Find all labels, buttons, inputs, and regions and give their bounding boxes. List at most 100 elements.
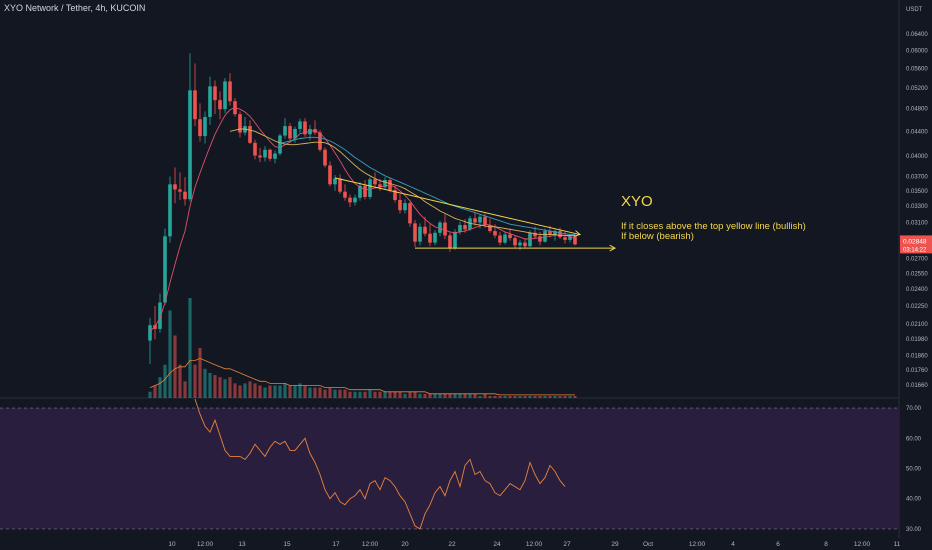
candle-body (498, 235, 502, 243)
volume-bar (243, 383, 247, 398)
volume-bar (333, 389, 337, 398)
time-tick-label: 22 (448, 541, 456, 548)
volume-bar (568, 395, 572, 398)
time-tick-label: Oct (643, 541, 653, 548)
volume-ma-line (149, 357, 575, 396)
price-tick-label: 0.04400 (906, 129, 928, 135)
candle-body (333, 178, 337, 185)
candle-body (213, 86, 217, 101)
price-tick-label: 0.06000 (906, 49, 928, 55)
price-tick-label: 0.02100 (906, 322, 928, 328)
volume-bar (368, 389, 372, 398)
price-tick-label: 0.01660 (906, 383, 928, 389)
candle-body (383, 179, 387, 188)
volume-bar (453, 393, 457, 398)
volume-bar (418, 393, 422, 398)
candle-body (443, 222, 447, 236)
volume-bar (228, 377, 232, 398)
volume-bar (353, 391, 357, 398)
volume-bar (563, 395, 567, 398)
annotation-title: XYO (621, 193, 653, 210)
candle-body (513, 238, 517, 246)
volume-bar (483, 393, 487, 398)
time-tick-label: 12:00 (526, 541, 543, 548)
price-tick-label: 0.05600 (906, 67, 928, 73)
time-tick-label: 12:00 (689, 541, 706, 548)
candle-body (538, 236, 542, 242)
volume-bar (533, 395, 537, 398)
candle-body (503, 234, 507, 243)
volume-bar (308, 387, 312, 398)
last-price-tag: 0.02848 03:14:22 (900, 235, 932, 254)
candle-body (303, 121, 307, 135)
volume-bar (223, 379, 227, 398)
time-tick-label: 12:00 (362, 541, 379, 548)
candle-body (573, 236, 577, 245)
candle-body (203, 116, 207, 137)
volume-bar (283, 383, 287, 398)
rsi-tick-label: 50.00 (906, 467, 922, 473)
price-axis[interactable]: 0.06400 0.06000 0.05600 0.05200 0.04800 0.044… (906, 32, 928, 389)
volume-bar (323, 389, 327, 398)
candle-body (558, 231, 562, 238)
price-tick-label: 0.03700 (906, 174, 928, 180)
annotation-bullish-note: If it closes above the top yellow line (… (621, 221, 806, 232)
candle-body (278, 135, 282, 154)
candle-body (508, 234, 512, 239)
candle-body (193, 90, 197, 120)
top-trendline (334, 177, 581, 236)
volume-bar (248, 381, 252, 398)
rsi-tick-label: 70.00 (906, 406, 922, 412)
volume-bar (508, 395, 512, 398)
volume-bar (403, 393, 407, 398)
candle-body (423, 226, 427, 234)
candle-body (238, 114, 242, 133)
price-tick-label: 0.05200 (906, 86, 928, 92)
volume-bar (558, 395, 562, 398)
candle-body (428, 233, 432, 243)
candle-body (348, 197, 352, 203)
volume-bar (363, 391, 367, 398)
volume-bar (358, 391, 362, 398)
candle-body (408, 203, 412, 224)
volume-bar (543, 395, 547, 398)
volume-bar (213, 375, 217, 398)
candle-body (518, 242, 522, 246)
price-tick-label: 0.01760 (906, 368, 928, 374)
price-tick-label: 0.03100 (906, 221, 928, 227)
candle-body (153, 325, 157, 329)
candle-body (273, 153, 277, 159)
annotation-bearish-note: If below (bearish) (621, 231, 694, 242)
volume-bar (493, 395, 497, 398)
last-price-text: 0.02848 (903, 238, 927, 245)
candle-body (458, 225, 462, 232)
candle-body (328, 165, 332, 185)
time-tick-label: 17 (332, 541, 340, 548)
volume-bar (183, 381, 187, 398)
price-tick-label: 0.03500 (906, 189, 928, 195)
volume-bar (178, 364, 182, 398)
price-tick-label: 0.01860 (906, 354, 928, 360)
volume-bar (238, 385, 242, 398)
time-axis[interactable]: 10 12:00 13 15 17 12:00 20 22 24 12:00 27 29 Oct 12:0… (168, 541, 900, 548)
volume-bar (268, 385, 272, 398)
candle-body (248, 126, 252, 143)
trendline-arrowhead (609, 244, 617, 252)
rsi-tick-label: 40.00 (906, 497, 922, 503)
rsi-axis[interactable]: 70.00 60.00 50.00 40.00 30.00 (906, 406, 922, 533)
candle-body (548, 231, 552, 235)
time-tick-label: 20 (401, 541, 409, 548)
volume-bar (303, 385, 307, 398)
volume-bar (233, 383, 237, 398)
candle-body (263, 149, 267, 158)
candle-body (373, 179, 377, 185)
volume-bar (148, 391, 152, 398)
time-tick-label: 8 (824, 541, 828, 548)
volume-bar (528, 395, 532, 398)
volume-bar (298, 383, 302, 398)
volume-bar (263, 387, 267, 398)
volume-bar (553, 395, 557, 398)
candle-body (413, 223, 417, 242)
rsi-path (194, 398, 566, 530)
